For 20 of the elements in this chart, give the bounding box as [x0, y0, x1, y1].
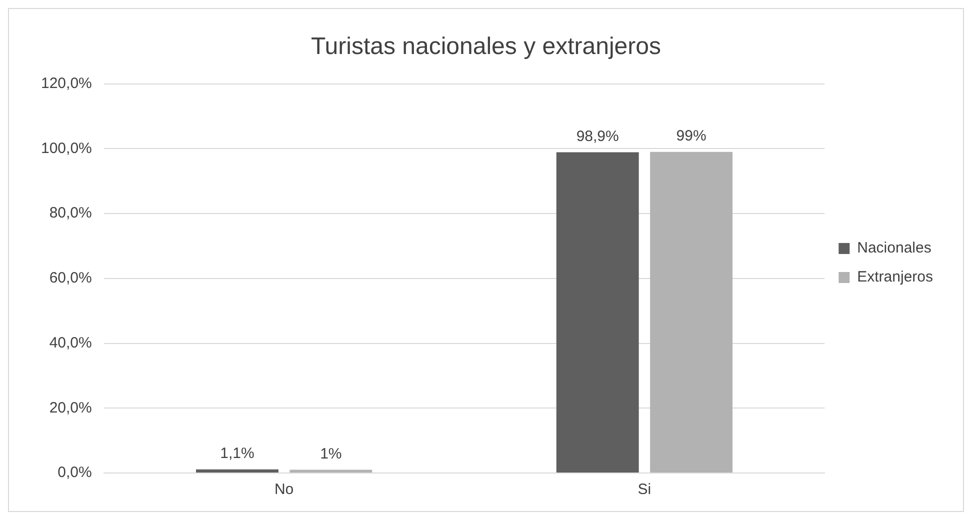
y-tick-label: 40,0% — [49, 334, 92, 352]
legend-label: Extranjeros — [857, 268, 934, 286]
chart-title: Turistas nacionales y extranjeros — [311, 33, 661, 60]
y-tick-label: 120,0% — [41, 74, 92, 92]
data-label: 1% — [320, 445, 342, 462]
y-tick-label: 20,0% — [49, 399, 92, 416]
y-tick-label: 60,0% — [49, 270, 92, 287]
data-label: 99% — [676, 128, 706, 145]
y-tick-label: 0,0% — [58, 464, 92, 482]
bar — [650, 152, 733, 472]
x-tick-label: Si — [638, 481, 652, 498]
bar — [196, 469, 278, 472]
bar — [290, 470, 372, 472]
x-tick-label: No — [274, 481, 294, 498]
data-label: 98,9% — [576, 128, 619, 145]
bar — [556, 152, 639, 472]
data-label: 1,1% — [220, 445, 254, 462]
y-tick-label: 100,0% — [41, 140, 92, 157]
legend-label: Nacionales — [857, 240, 932, 257]
y-tick-label: 80,0% — [49, 204, 92, 222]
